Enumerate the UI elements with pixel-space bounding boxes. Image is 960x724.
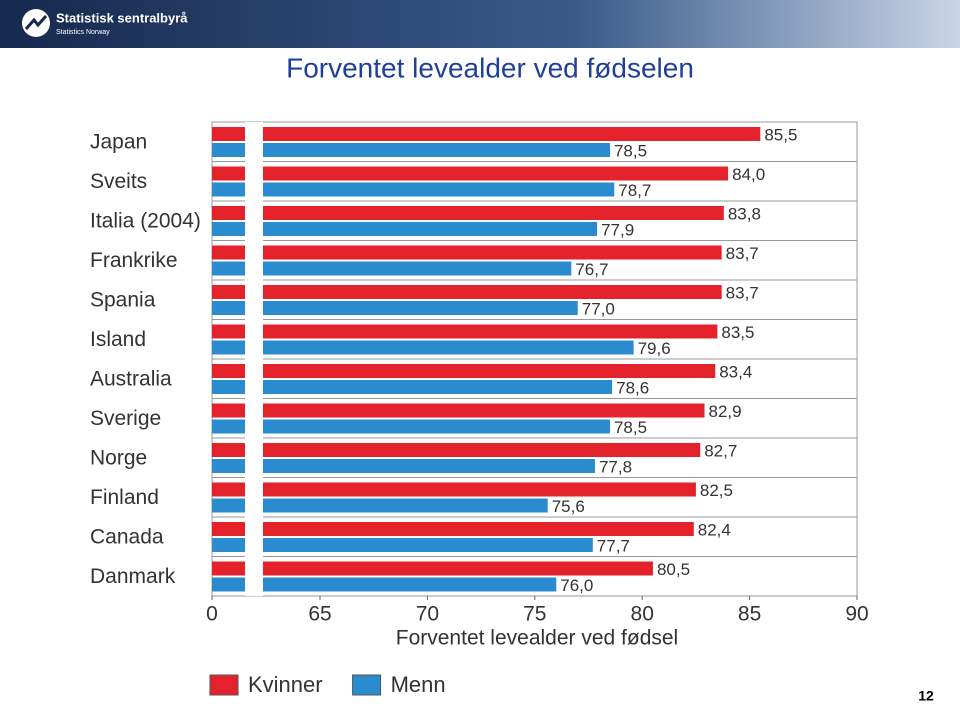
value-label: 82,9 [708, 402, 741, 421]
value-label: 77,7 [597, 536, 630, 555]
value-label: 80,5 [657, 560, 690, 579]
page-number: 12 [918, 688, 934, 704]
bar [212, 364, 716, 378]
x-tick-label: 90 [845, 603, 868, 626]
y-tick-label: Canada [90, 525, 164, 548]
bar [212, 340, 634, 355]
value-label: 83,7 [726, 283, 759, 302]
y-tick-label: Sveits [90, 170, 147, 193]
y-tick-label: Sverige [90, 407, 161, 430]
value-label: 82,5 [700, 481, 733, 500]
value-label: 76,7 [575, 260, 608, 279]
bar [212, 482, 696, 497]
bar [212, 561, 653, 576]
value-label: 76,0 [560, 576, 593, 595]
value-label: 78,5 [614, 141, 647, 160]
value-label: 82,7 [704, 441, 737, 460]
bar [212, 577, 557, 592]
value-label: 82,4 [698, 520, 731, 539]
y-tick-label: Island [90, 328, 146, 351]
bar [212, 245, 722, 260]
x-tick-label: 0 [206, 603, 218, 626]
legend-label: Kvinner [248, 672, 323, 697]
y-tick-label: Spania [90, 288, 156, 311]
value-label: 77,9 [601, 220, 634, 239]
y-tick-label: Finland [90, 486, 159, 509]
value-label: 77,0 [582, 299, 615, 318]
x-tick-label: 85 [738, 603, 761, 626]
header-banner [0, 0, 960, 48]
value-label: 78,7 [618, 181, 651, 200]
bar [212, 166, 729, 181]
value-label: 84,0 [732, 165, 765, 184]
axis-break [245, 122, 263, 596]
x-tick-label: 70 [416, 603, 439, 626]
y-tick-label: Italia (2004) [90, 209, 201, 232]
logo-subtext: Statistics Norway [56, 29, 110, 36]
bar [212, 403, 705, 418]
bar [212, 127, 761, 141]
value-label: 77,8 [599, 457, 632, 476]
legend-swatch [352, 674, 382, 696]
value-label: 79,6 [638, 339, 671, 358]
y-tick-label: Japan [90, 130, 147, 153]
y-tick-label: Australia [90, 367, 172, 390]
bar [212, 222, 598, 236]
y-tick-label: Norge [90, 446, 147, 469]
chart: Japan Sveits Italia (2004) Frankrike Spania I… [90, 121, 869, 697]
logo-text: Statistisk sentralbyrå [56, 10, 188, 25]
x-tick-label: 75 [523, 603, 546, 626]
bar [212, 285, 722, 299]
bar [212, 443, 701, 457]
legend-label: Menn [391, 672, 446, 697]
bar [212, 261, 572, 276]
x-tick-label: 80 [631, 603, 654, 626]
value-label: 78,5 [614, 418, 647, 437]
bar [212, 206, 724, 220]
y-tick-label: Frankrike [90, 249, 178, 272]
bar [212, 538, 593, 552]
bar [212, 459, 595, 473]
bar [212, 301, 578, 315]
x-axis-label: Forventet levealder ved fødsel [396, 627, 678, 650]
value-label: 85,5 [764, 125, 797, 144]
bar [212, 143, 610, 157]
bar [212, 498, 548, 513]
slide-title: Forventet levealder ved fødselen [286, 52, 694, 83]
value-label: 78,6 [616, 378, 649, 397]
bar [212, 419, 610, 434]
bar [212, 182, 615, 197]
value-label: 75,6 [552, 497, 585, 516]
value-label: 83,4 [719, 362, 752, 381]
bar [212, 380, 613, 394]
bar [212, 324, 718, 339]
bar [212, 522, 694, 536]
value-label: 83,8 [728, 204, 761, 223]
x-tick-label: 65 [308, 603, 331, 626]
logo-mark [24, 15, 48, 30]
y-tick-label: Danmark [90, 565, 176, 588]
value-label: 83,7 [726, 244, 759, 263]
legend-swatch [209, 674, 239, 696]
value-label: 83,5 [721, 323, 754, 342]
